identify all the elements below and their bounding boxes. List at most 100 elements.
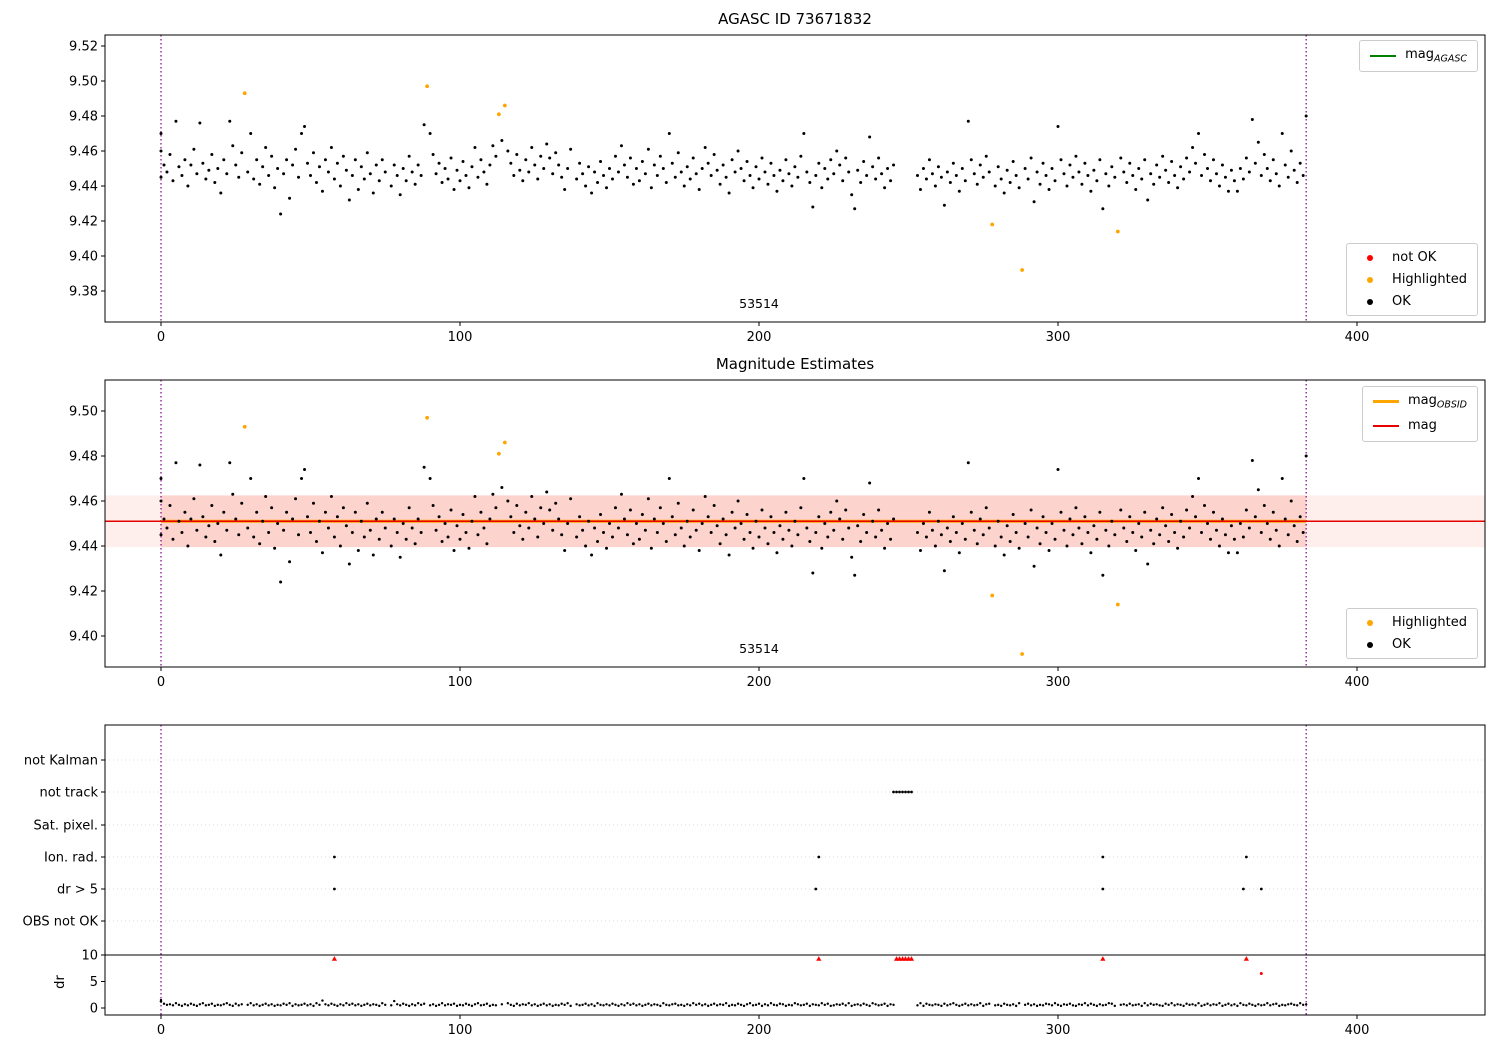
dr-point bbox=[560, 1002, 563, 1005]
ok-point bbox=[461, 513, 465, 516]
dr-point bbox=[829, 1004, 832, 1008]
dr-point bbox=[246, 1003, 249, 1007]
dr-point bbox=[1203, 1003, 1206, 1007]
ok-point bbox=[972, 528, 976, 532]
ok-point bbox=[383, 170, 387, 174]
dr-point bbox=[1296, 1004, 1299, 1007]
ok-point bbox=[1080, 182, 1084, 186]
ok-point bbox=[207, 524, 211, 528]
dr-point bbox=[494, 1004, 498, 1007]
dr-point bbox=[596, 1002, 599, 1005]
dr-point bbox=[407, 1004, 411, 1008]
ok-point bbox=[1289, 149, 1293, 153]
ok-point bbox=[189, 517, 193, 521]
dr-point bbox=[1125, 1004, 1128, 1007]
dr-point bbox=[1298, 1002, 1302, 1005]
ok-point bbox=[951, 515, 955, 519]
ok-point bbox=[249, 477, 253, 480]
ok-point bbox=[1137, 522, 1141, 525]
ok-point bbox=[560, 533, 564, 537]
ok-point bbox=[548, 156, 552, 160]
dr-point bbox=[491, 1003, 495, 1007]
ok-point bbox=[820, 546, 824, 550]
ok-point bbox=[1065, 184, 1069, 188]
ok-point bbox=[446, 535, 450, 539]
ok-point bbox=[338, 184, 342, 188]
dr-point bbox=[778, 1002, 782, 1005]
ok-point bbox=[1185, 508, 1189, 512]
ok-point bbox=[924, 535, 928, 539]
legend-item-mag-agasc: magAGASC bbox=[1370, 47, 1467, 65]
flag-point-not_track bbox=[910, 790, 913, 794]
ok-point bbox=[963, 537, 967, 541]
ok-point bbox=[551, 528, 555, 532]
ok-point bbox=[856, 524, 860, 528]
ok-point bbox=[545, 142, 549, 146]
dr-point bbox=[1281, 1003, 1284, 1007]
dr-point bbox=[1290, 1002, 1293, 1005]
ok-point bbox=[578, 161, 582, 165]
dr-point bbox=[689, 1004, 692, 1007]
dr-point bbox=[321, 999, 324, 1002]
dr-point bbox=[1269, 1004, 1272, 1007]
ok-point bbox=[1083, 161, 1087, 165]
dr-point bbox=[288, 1002, 291, 1005]
ok-point bbox=[850, 193, 854, 197]
ok-point bbox=[291, 163, 295, 167]
dr-point bbox=[599, 1003, 602, 1007]
ok-point bbox=[180, 531, 184, 534]
ok-point bbox=[811, 571, 815, 575]
dr-point bbox=[1245, 1004, 1248, 1007]
ok-point bbox=[1265, 167, 1269, 170]
ok-point bbox=[778, 524, 782, 528]
ok-point bbox=[404, 537, 408, 541]
ok-point bbox=[165, 170, 169, 174]
ok-point bbox=[832, 528, 836, 532]
ok-point bbox=[512, 531, 516, 534]
ok-point bbox=[300, 132, 304, 135]
ok-point bbox=[383, 526, 387, 530]
ok-point bbox=[790, 544, 794, 548]
ok-point bbox=[389, 544, 393, 548]
ok-point bbox=[889, 179, 893, 183]
x-tick-label: 100 bbox=[448, 675, 473, 690]
ok-point bbox=[1017, 546, 1021, 550]
ok-point bbox=[335, 515, 339, 519]
ok-point bbox=[1023, 167, 1027, 170]
ok-point bbox=[1119, 156, 1123, 160]
ok-point bbox=[359, 165, 363, 169]
ok-point bbox=[231, 144, 235, 148]
ok-point bbox=[984, 506, 988, 510]
ok-point bbox=[745, 513, 749, 516]
dr-point bbox=[889, 1003, 892, 1006]
dr-point bbox=[240, 1003, 243, 1006]
ok-point bbox=[661, 167, 665, 170]
dr-point bbox=[255, 1003, 258, 1006]
ok-point bbox=[757, 535, 761, 539]
ok-point bbox=[1208, 537, 1212, 541]
ok-point bbox=[500, 486, 504, 489]
ok-point bbox=[799, 506, 803, 510]
dr-point bbox=[999, 1004, 1003, 1008]
ok-point bbox=[605, 546, 609, 550]
x-tick-label: 400 bbox=[1345, 330, 1370, 345]
ok-point bbox=[1277, 184, 1281, 188]
dr-point bbox=[1158, 1004, 1161, 1007]
dr-point bbox=[291, 1004, 294, 1008]
ok-point bbox=[859, 181, 863, 184]
dr-point bbox=[721, 1003, 725, 1007]
dr-point bbox=[195, 1004, 199, 1008]
ok-point bbox=[1200, 174, 1204, 177]
ok-point bbox=[323, 510, 327, 514]
dr-point bbox=[1248, 1002, 1251, 1005]
dr-point bbox=[967, 1004, 970, 1007]
ok-point bbox=[709, 531, 713, 534]
dr-point bbox=[1188, 1003, 1191, 1007]
ok-point bbox=[1206, 167, 1209, 170]
ok-dot-swatch bbox=[1367, 298, 1374, 305]
ok-point bbox=[1211, 510, 1215, 514]
ok-point bbox=[314, 181, 318, 184]
ok-point bbox=[703, 495, 707, 498]
ok-point bbox=[246, 526, 250, 530]
ok-point bbox=[1068, 163, 1072, 167]
